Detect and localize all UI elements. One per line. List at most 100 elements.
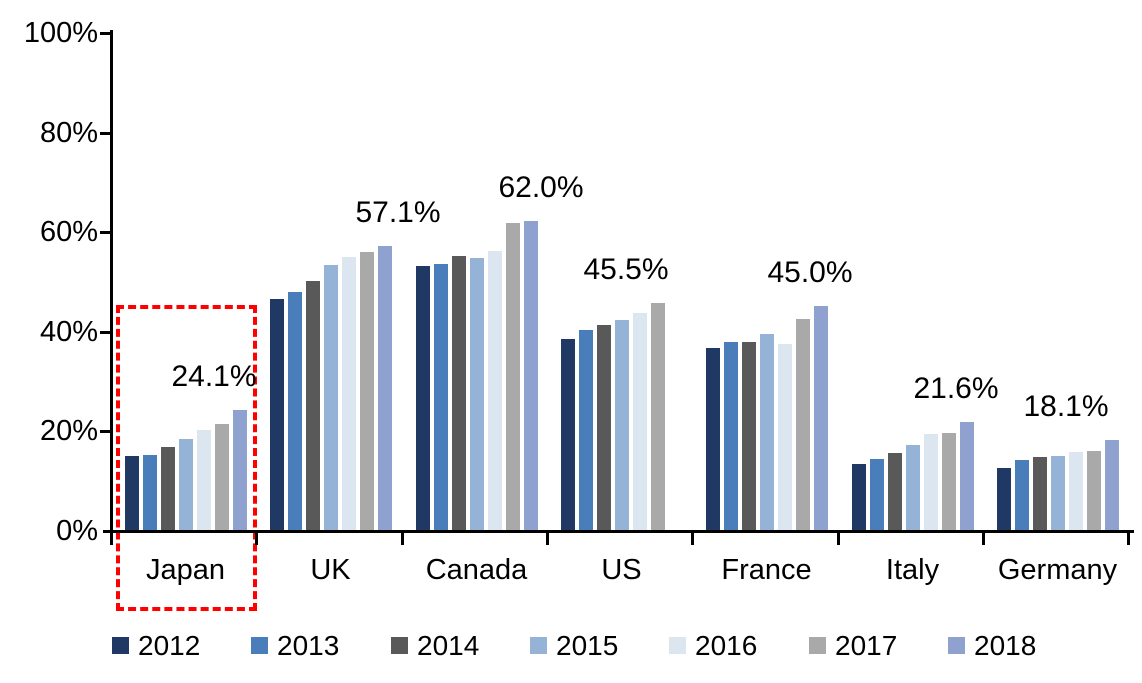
- bar-italy-2015: [906, 445, 920, 530]
- bar-us-2015: [615, 320, 629, 530]
- bar-canada-2014: [452, 256, 466, 530]
- y-axis-line: [110, 30, 113, 533]
- bar-japan-2017: [215, 424, 229, 530]
- bar-uk-2014: [306, 281, 320, 530]
- bar-us-2014: [597, 325, 611, 530]
- bar-canada-2012: [416, 266, 430, 530]
- x-axis-tick: [691, 533, 694, 545]
- bar-germany-2016: [1069, 452, 1083, 530]
- bar-uk-2017: [360, 252, 374, 530]
- bar-germany-2014: [1033, 457, 1047, 530]
- bar-italy-2017: [942, 433, 956, 530]
- x-axis-tick: [1127, 533, 1130, 545]
- legend-item-2014: 2014: [391, 630, 521, 662]
- bar-uk-2018: [378, 246, 392, 530]
- legend-item-2018: 2018: [948, 630, 1078, 662]
- data-label-italy: 21.6%: [913, 372, 999, 405]
- bar-japan-2012: [125, 456, 139, 530]
- x-axis-tick: [546, 533, 549, 545]
- y-axis-tick: [100, 430, 110, 433]
- x-axis-tick: [255, 533, 258, 545]
- legend-swatch-icon: [530, 637, 547, 654]
- bar-us-2016: [633, 313, 647, 530]
- legend-item-2015: 2015: [530, 630, 660, 662]
- legend-swatch-icon: [809, 637, 826, 654]
- legend-label: 2017: [835, 630, 898, 661]
- legend-label: 2012: [138, 630, 201, 661]
- legend-swatch-icon: [391, 637, 408, 654]
- bar-japan-2015: [179, 439, 193, 530]
- bar-france-2016: [778, 344, 792, 530]
- bar-italy-2014: [888, 453, 902, 530]
- bar-canada-2017: [506, 223, 520, 530]
- data-label-uk: 57.1%: [355, 196, 441, 229]
- legend-swatch-icon: [251, 637, 268, 654]
- bar-japan-2014: [161, 447, 175, 530]
- legend-label: 2016: [695, 630, 758, 661]
- bar-canada-2015: [470, 258, 484, 530]
- bar-uk-2016: [342, 257, 356, 530]
- x-axis-tick: [837, 533, 840, 545]
- x-axis-tick: [401, 533, 404, 545]
- x-axis-tick: [982, 533, 985, 545]
- legend-label: 2013: [277, 630, 340, 661]
- legend-item-2016: 2016: [669, 630, 799, 662]
- x-axis-category-label: France: [721, 554, 812, 586]
- x-axis-line: [103, 530, 1134, 533]
- y-axis-tick-label: 100%: [23, 17, 98, 49]
- x-axis-category-label: Germany: [997, 554, 1118, 586]
- bar-italy-2018: [960, 422, 974, 530]
- bar-uk-2012: [270, 299, 284, 530]
- bar-france-2018: [814, 306, 828, 530]
- bar-france-2012: [706, 348, 720, 530]
- legend-swatch-icon: [948, 637, 965, 654]
- bar-group-us: 45.5% US: [549, 0, 694, 585]
- y-axis-tick-label: 40%: [39, 316, 98, 348]
- bar-germany-2013: [1015, 460, 1029, 530]
- bar-group-canada: 62.0% Canada: [404, 0, 584, 585]
- chart-legend: 2012 2013 2014 2015 2016 2017 2018: [0, 630, 1142, 664]
- x-axis-category-label: Canada: [425, 554, 528, 586]
- y-axis-tick-label: 0%: [56, 515, 98, 547]
- data-label-canada: 62.0%: [498, 171, 584, 204]
- bar-italy-2012: [852, 464, 866, 530]
- japan-highlight-box: [116, 305, 257, 611]
- bar-group-japan: 24.1% Japan: [113, 0, 258, 585]
- y-axis-tick-label: 80%: [39, 117, 98, 149]
- data-label-france: 45.0%: [767, 256, 853, 289]
- bar-us-2012: [561, 339, 575, 530]
- bar-germany-2012: [997, 468, 1011, 530]
- bar-canada-2018: [524, 221, 538, 530]
- data-label-us: 45.5%: [583, 253, 669, 286]
- bar-japan-2013: [143, 455, 157, 530]
- bar-japan-2016: [197, 430, 211, 530]
- bar-group-france: 45.0% France: [694, 0, 853, 585]
- bar-france-2013: [724, 342, 738, 530]
- bar-canada-2013: [434, 264, 448, 530]
- y-axis-tick-label: 60%: [39, 216, 98, 248]
- legend-label: 2018: [974, 630, 1037, 661]
- data-label-germany: 18.1%: [1023, 390, 1109, 423]
- bar-france-2014: [742, 342, 756, 530]
- bar-us-2017: [651, 303, 665, 530]
- legend-item-2017: 2017: [809, 630, 939, 662]
- bar-italy-2013: [870, 459, 884, 530]
- x-axis-category-label: US: [601, 554, 642, 586]
- x-axis-category-label: Japan: [145, 554, 225, 586]
- legend-label: 2014: [417, 630, 480, 661]
- bar-uk-2013: [288, 292, 302, 530]
- bar-france-2015: [760, 334, 774, 530]
- legend-swatch-icon: [112, 637, 129, 654]
- bar-us-2013: [579, 330, 593, 530]
- bar-japan-2018: [233, 410, 247, 530]
- bar-italy-2016: [924, 434, 938, 530]
- bar-group-uk: 57.1% UK: [258, 0, 441, 585]
- y-axis-tick: [100, 132, 110, 135]
- y-axis-tick: [100, 231, 110, 234]
- y-axis-tick: [100, 32, 110, 35]
- legend-item-2013: 2013: [251, 630, 381, 662]
- x-axis-tick: [110, 533, 113, 545]
- bar-group-italy: 21.6% Italy: [840, 0, 999, 585]
- bar-germany-2018: [1105, 440, 1119, 530]
